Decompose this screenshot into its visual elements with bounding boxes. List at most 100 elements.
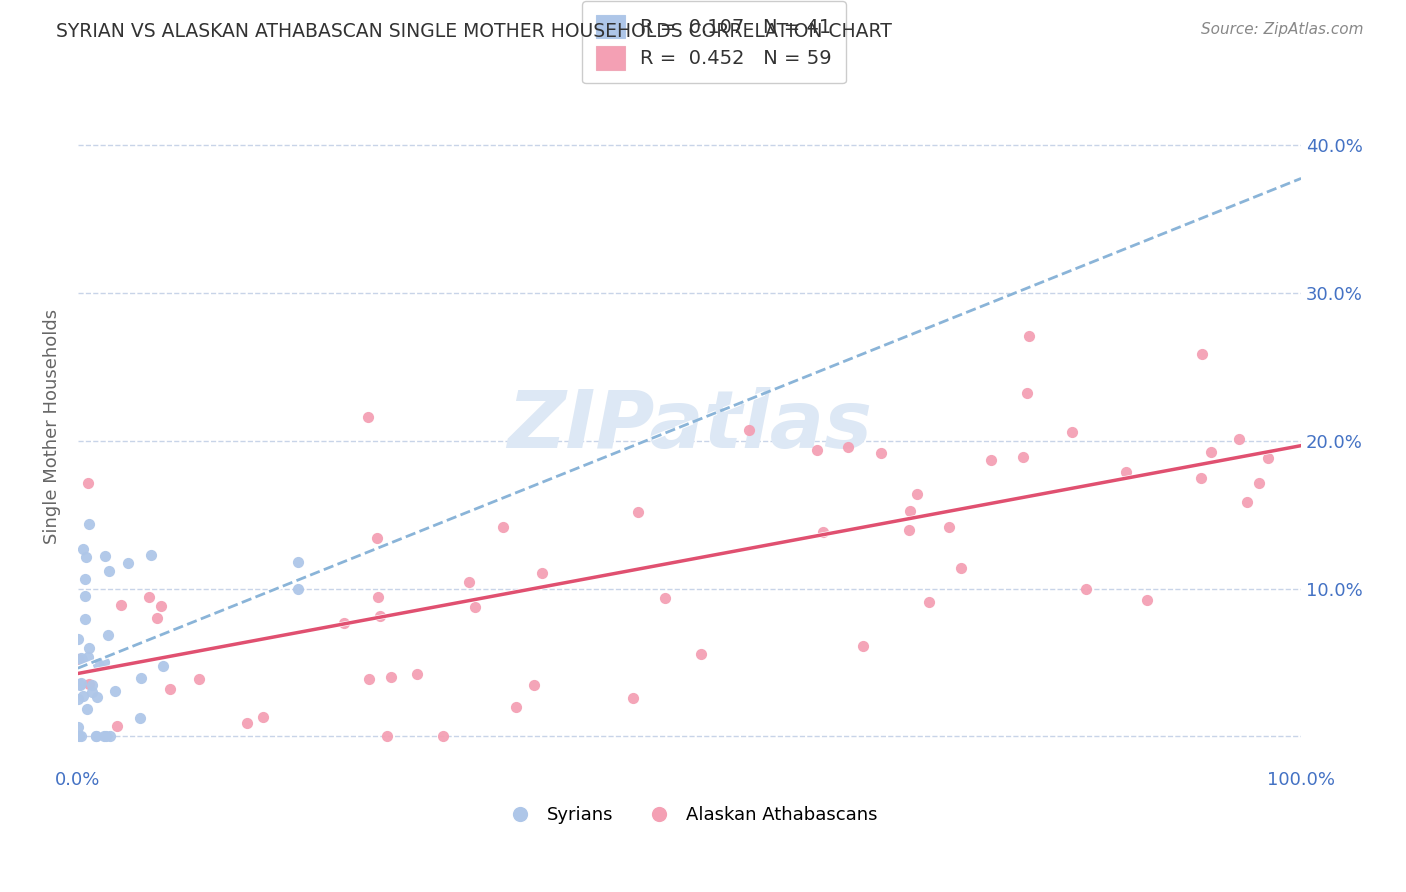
Point — [129, 671, 152, 685]
Point — [898, 504, 921, 518]
Point — [1257, 451, 1279, 466]
Point — [159, 682, 181, 697]
Point — [117, 556, 139, 570]
Point — [98, 729, 121, 743]
Point — [73, 573, 96, 587]
Point — [689, 647, 711, 661]
Point — [75, 612, 97, 626]
Point — [1062, 425, 1084, 440]
Point — [66, 720, 89, 734]
Point — [86, 729, 108, 743]
Point — [432, 729, 454, 743]
Point — [141, 548, 163, 562]
Point — [806, 443, 828, 458]
Y-axis label: Single Mother Households: Single Mother Households — [44, 309, 60, 544]
Point — [367, 590, 389, 604]
Point — [464, 600, 486, 615]
Text: ZIPatlas: ZIPatlas — [508, 387, 872, 465]
Point — [811, 525, 834, 540]
Point — [1249, 476, 1271, 491]
Point — [93, 656, 115, 670]
Point — [75, 550, 97, 565]
Point — [94, 729, 117, 743]
Point — [82, 678, 104, 692]
Point — [149, 599, 172, 614]
Point — [1015, 386, 1038, 401]
Point — [86, 690, 108, 704]
Point — [457, 575, 479, 590]
Point — [1236, 495, 1258, 509]
Point — [1189, 471, 1212, 485]
Point — [1199, 444, 1222, 458]
Point — [110, 599, 132, 613]
Point — [870, 446, 893, 460]
Point — [105, 719, 128, 733]
Point — [80, 685, 103, 699]
Point — [66, 632, 89, 647]
Point — [97, 628, 120, 642]
Point — [287, 555, 309, 569]
Point — [73, 589, 96, 603]
Point — [93, 729, 115, 743]
Point — [129, 710, 152, 724]
Point — [523, 678, 546, 692]
Point — [72, 690, 94, 704]
Point — [1136, 592, 1159, 607]
Point — [492, 520, 515, 534]
Point — [87, 657, 110, 671]
Point — [70, 653, 93, 667]
Point — [67, 676, 90, 690]
Point — [77, 650, 100, 665]
Point — [1076, 582, 1098, 596]
Point — [287, 582, 309, 596]
Text: SYRIAN VS ALASKAN ATHABASCAN SINGLE MOTHER HOUSEHOLDS CORRELATION CHART: SYRIAN VS ALASKAN ATHABASCAN SINGLE MOTH… — [56, 22, 893, 41]
Point — [530, 566, 553, 580]
Text: Source: ZipAtlas.com: Source: ZipAtlas.com — [1201, 22, 1364, 37]
Point — [905, 486, 928, 500]
Point — [104, 683, 127, 698]
Point — [70, 729, 93, 743]
Point — [980, 453, 1002, 467]
Point — [86, 729, 108, 743]
Point — [368, 609, 391, 624]
Point — [70, 651, 93, 665]
Point — [235, 716, 257, 731]
Point — [505, 700, 527, 714]
Point — [93, 549, 115, 564]
Point — [77, 517, 100, 532]
Point — [375, 729, 398, 743]
Point — [357, 672, 380, 686]
Point — [1115, 465, 1137, 479]
Point — [380, 670, 402, 684]
Point — [77, 641, 100, 656]
Point — [898, 523, 921, 537]
Point — [627, 505, 650, 519]
Point — [97, 564, 120, 578]
Point — [76, 702, 98, 716]
Point — [1011, 450, 1033, 464]
Point — [950, 560, 973, 574]
Point — [67, 692, 90, 706]
Point — [852, 639, 875, 653]
Point — [79, 677, 101, 691]
Point — [333, 615, 356, 630]
Point — [77, 475, 100, 490]
Point — [1191, 347, 1213, 361]
Point — [654, 591, 676, 605]
Point — [67, 729, 90, 743]
Point — [66, 651, 89, 665]
Point — [621, 691, 644, 706]
Point — [252, 709, 274, 723]
Point — [837, 440, 859, 454]
Point — [917, 595, 939, 609]
Point — [146, 611, 169, 625]
Point — [138, 591, 160, 605]
Point — [72, 541, 94, 556]
Point — [69, 678, 91, 692]
Legend: Syrians, Alaskan Athabascans: Syrians, Alaskan Athabascans — [495, 799, 884, 831]
Point — [366, 531, 388, 545]
Point — [357, 409, 380, 424]
Point — [1018, 328, 1040, 343]
Point — [737, 423, 759, 437]
Point — [187, 673, 209, 687]
